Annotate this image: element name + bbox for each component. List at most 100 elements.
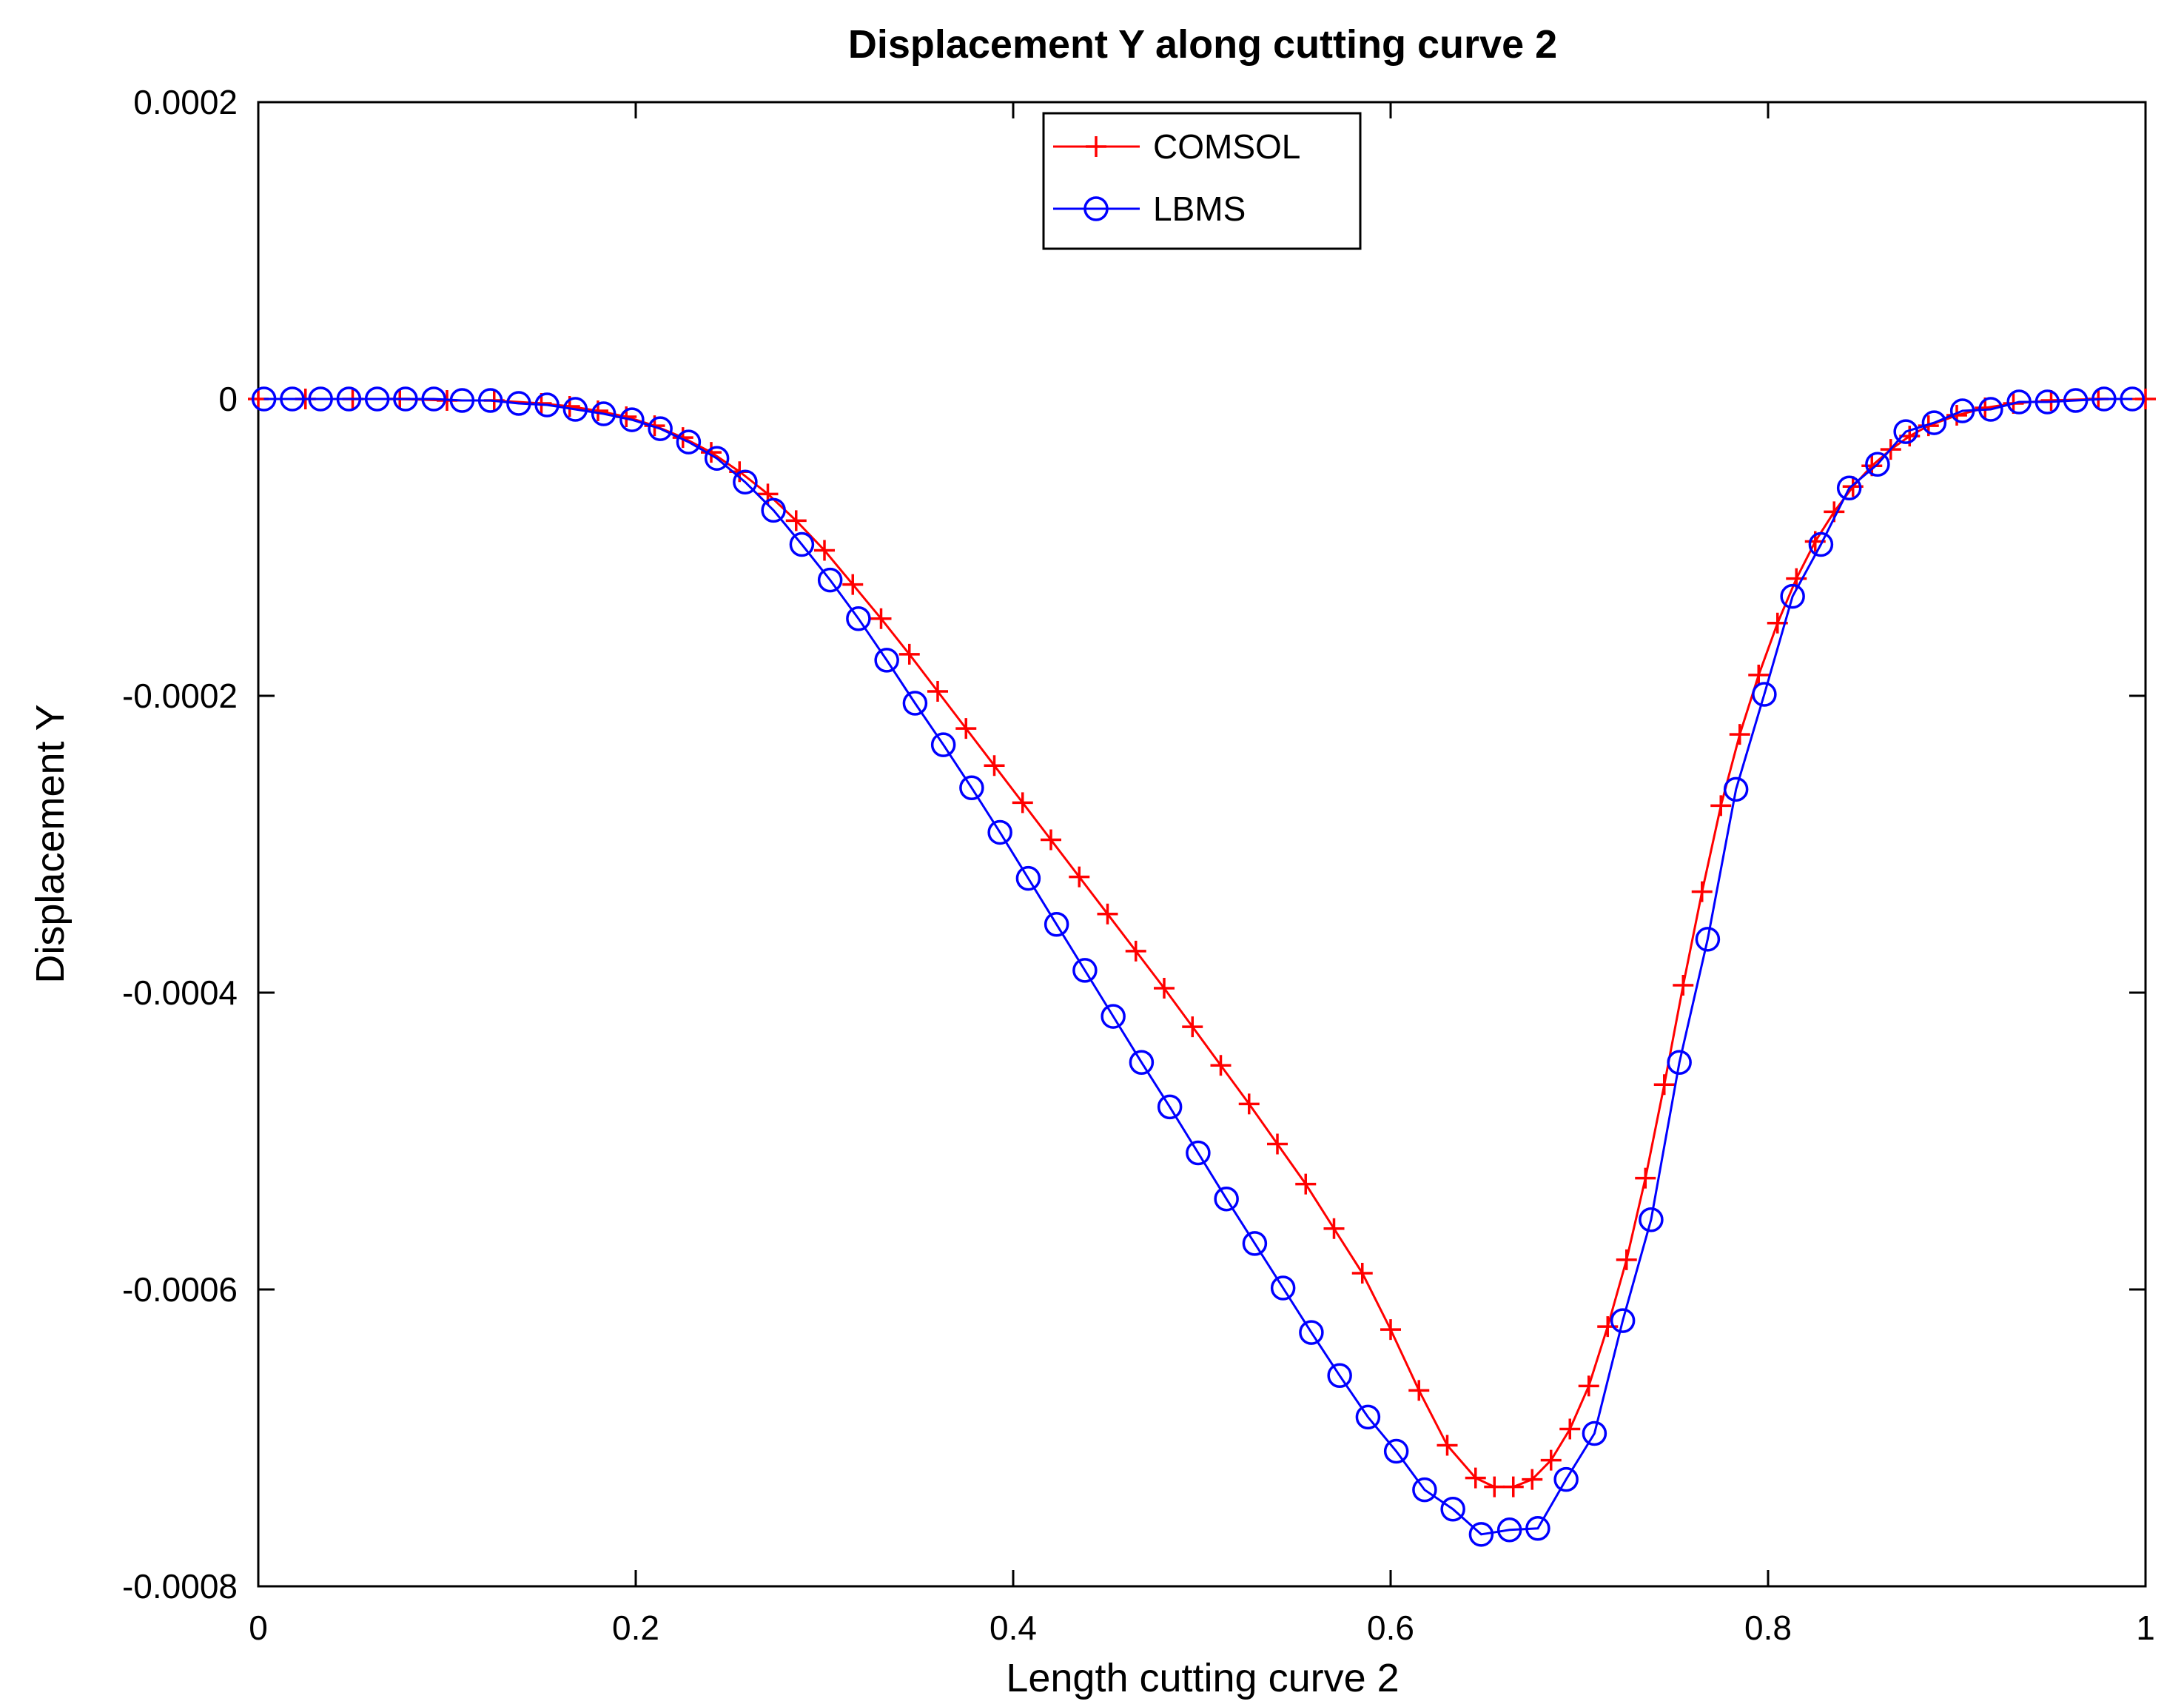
- data-point-lbms: [1129, 1050, 1155, 1075]
- data-point-comsol: [1069, 866, 1090, 888]
- data-point-lbms: [1242, 1231, 1268, 1256]
- data-point-lbms: [421, 386, 446, 412]
- x-tick-label: 1: [2136, 1609, 2155, 1647]
- data-point-lbms: [1836, 475, 1862, 501]
- data-point-comsol: [1380, 1319, 1401, 1341]
- data-point-lbms: [2120, 386, 2145, 412]
- y-tick-label: -0.0006: [122, 1270, 238, 1309]
- data-point-comsol: [1578, 1375, 1599, 1397]
- x-tick-label: 0.2: [612, 1609, 659, 1647]
- data-point-comsol: [1408, 1380, 1430, 1401]
- data-point-lbms: [1072, 958, 1098, 983]
- x-tick-label: 0.8: [1744, 1609, 1792, 1647]
- data-point-lbms: [1893, 419, 1918, 444]
- data-point-comsol: [1125, 940, 1146, 962]
- data-point-lbms: [1865, 452, 1890, 477]
- data-point-lbms: [1582, 1420, 1607, 1446]
- data-point-lbms: [902, 691, 928, 716]
- data-point-comsol: [1559, 1418, 1581, 1440]
- x-axis-label: Length cutting curve 2: [1006, 1656, 1399, 1700]
- data-point-lbms: [1525, 1516, 1550, 1541]
- data-point-comsol: [2135, 389, 2156, 409]
- data-point-lbms: [1270, 1275, 1296, 1301]
- data-point-lbms: [789, 531, 815, 557]
- data-point-lbms: [2035, 389, 2060, 415]
- data-point-comsol: [1351, 1262, 1373, 1284]
- data-point-comsol: [1437, 1435, 1458, 1456]
- legend-entries: COMSOL LBMS: [1053, 127, 1300, 228]
- data-point-comsol: [672, 427, 693, 449]
- data-point-lbms: [1157, 1094, 1183, 1120]
- data-point-comsol: [1653, 1074, 1675, 1096]
- data-point-lbms: [364, 386, 390, 412]
- data-point-lbms: [1639, 1207, 1664, 1232]
- data-point-comsol: [1710, 795, 1732, 816]
- data-point-comsol: [1748, 664, 1770, 685]
- data-point-lbms: [930, 732, 956, 757]
- legend-marker: [1083, 196, 1109, 221]
- series-lbms: [251, 386, 2145, 1547]
- data-point-lbms: [1355, 1404, 1381, 1430]
- x-tick-label: 0.4: [989, 1609, 1037, 1647]
- data-point-comsol: [1323, 1218, 1345, 1239]
- data-point-comsol: [1673, 974, 1694, 996]
- data-point-lbms: [648, 416, 673, 441]
- data-point-lbms: [1101, 1004, 1126, 1029]
- series-line-lbms: [263, 398, 2133, 1536]
- data-point-comsol: [955, 718, 977, 739]
- data-point-comsol: [1465, 1467, 1486, 1489]
- data-point-comsol: [1154, 977, 1175, 999]
- series-line-comsol: [258, 398, 2146, 1489]
- data-point-comsol: [1691, 881, 1713, 902]
- y-tick-label: 0: [218, 380, 238, 418]
- y-axis-ticks: 0.0002 0 -0.0002 -0.0004 -0.0006 -0.0008: [122, 83, 2146, 1606]
- data-point-lbms: [1978, 397, 2003, 422]
- data-point-comsol: [898, 643, 920, 665]
- data-point-lbms: [1949, 398, 1975, 423]
- data-point-comsol: [1635, 1167, 1656, 1189]
- data-point-lbms: [1015, 865, 1041, 891]
- data-point-lbms: [1808, 531, 1834, 557]
- data-point-lbms: [959, 775, 984, 801]
- data-point-lbms: [846, 606, 871, 631]
- data-point-lbms: [619, 407, 645, 432]
- data-point-lbms: [733, 469, 758, 495]
- data-point-comsol: [1238, 1093, 1260, 1115]
- data-point-lbms: [534, 392, 560, 417]
- data-point-lbms: [1723, 776, 1749, 802]
- data-point-lbms: [449, 388, 475, 413]
- data-point-lbms: [251, 386, 277, 412]
- y-axis-label: Displacement Y: [28, 704, 73, 983]
- data-point-comsol: [1484, 1476, 1505, 1497]
- data-point-comsol: [842, 574, 864, 595]
- data-point-lbms: [1610, 1308, 1636, 1333]
- data-point-lbms: [506, 391, 531, 416]
- data-point-lbms: [817, 567, 843, 593]
- y-tick-label: 0.0002: [133, 83, 238, 121]
- series-layer: [248, 386, 2156, 1547]
- chart-title: Displacement Y along cutting curve 2: [848, 22, 1557, 67]
- data-point-comsol: [1616, 1249, 1637, 1270]
- data-point-lbms: [761, 497, 786, 523]
- data-point-lbms: [1383, 1438, 1409, 1464]
- data-point-comsol: [1182, 1016, 1203, 1038]
- data-point-comsol: [1041, 829, 1061, 851]
- legend-box: [1042, 112, 1362, 250]
- data-point-lbms: [1044, 912, 1069, 937]
- data-point-lbms: [2091, 386, 2117, 412]
- data-point-lbms: [2063, 388, 2089, 413]
- data-point-comsol: [1267, 1133, 1288, 1155]
- data-point-lbms: [676, 429, 702, 454]
- data-point-lbms: [1752, 682, 1777, 707]
- data-point-lbms: [308, 386, 333, 412]
- data-point-lbms: [1327, 1363, 1352, 1389]
- x-tick-label: 0.6: [1367, 1609, 1414, 1647]
- data-point-comsol: [1012, 792, 1033, 814]
- data-point-lbms: [1412, 1477, 1437, 1503]
- legend-entry-comsol: COMSOL: [1053, 127, 1300, 166]
- data-point-comsol: [1502, 1476, 1524, 1497]
- data-point-lbms: [477, 388, 503, 413]
- data-point-lbms: [1695, 927, 1721, 952]
